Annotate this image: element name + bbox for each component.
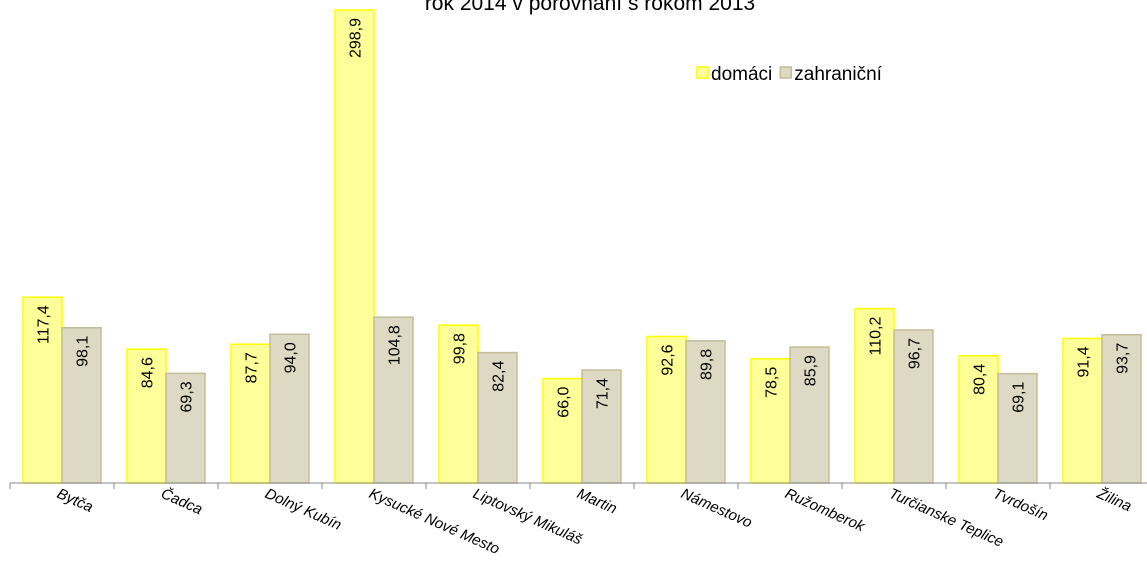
legend-label: zahraniční (794, 64, 882, 85)
data-label: 92,6 (660, 344, 677, 375)
bar (334, 9, 375, 484)
x-tick-label: Čadca (158, 485, 205, 518)
data-label: 298,9 (348, 18, 365, 58)
data-label: 78,5 (764, 367, 781, 398)
data-label: 89,8 (699, 349, 716, 380)
data-label: 71,4 (595, 378, 612, 409)
x-tick-label: Žilina (1093, 485, 1134, 516)
x-tick-label: Dolný Kubín (262, 485, 344, 534)
data-label: 87,7 (244, 352, 261, 383)
bar (581, 369, 622, 484)
legend-swatch (696, 66, 709, 79)
data-label: 84,6 (140, 357, 157, 388)
data-label: 110,2 (868, 317, 885, 356)
data-label: 93,7 (1115, 343, 1132, 374)
bar (1101, 333, 1142, 484)
bar (997, 372, 1038, 484)
data-label: 99,8 (452, 333, 469, 364)
x-tick-label: Turčianske Teplice (886, 485, 1006, 551)
data-label: 80,4 (972, 364, 989, 395)
bar (373, 316, 414, 484)
data-label: 96,7 (907, 338, 924, 369)
data-label: 69,1 (1011, 382, 1028, 413)
bar (22, 296, 63, 484)
bar (789, 346, 830, 484)
bar (854, 307, 895, 484)
data-label: 98,1 (75, 336, 92, 367)
legend-swatch (779, 66, 792, 79)
legend-label: domáci (711, 64, 772, 85)
data-label: 82,4 (491, 361, 508, 392)
x-tick-label: Námestovo (678, 485, 754, 531)
x-tick-label: Tvrdošín (990, 485, 1050, 524)
bar (269, 333, 310, 484)
bar (61, 327, 102, 484)
data-label: 85,9 (803, 355, 820, 386)
data-label: 91,4 (1076, 346, 1093, 377)
chart-title: rok 2014 v porovnaní s rokom 2013 (425, 0, 755, 15)
data-label: 104,8 (387, 325, 404, 365)
bar (958, 355, 999, 484)
data-label: 66,0 (556, 386, 573, 417)
data-label: 69,3 (179, 381, 196, 412)
legend: domáci zahraniční (696, 64, 883, 85)
data-label: 117,4 (36, 305, 53, 344)
x-tick-label: Martin (574, 485, 619, 517)
bar (1062, 337, 1103, 484)
x-tick-label: Ružomberok (782, 485, 868, 536)
x-tick-label: Bytča (54, 485, 95, 516)
bar (750, 358, 791, 484)
data-label: 94,0 (283, 342, 300, 373)
